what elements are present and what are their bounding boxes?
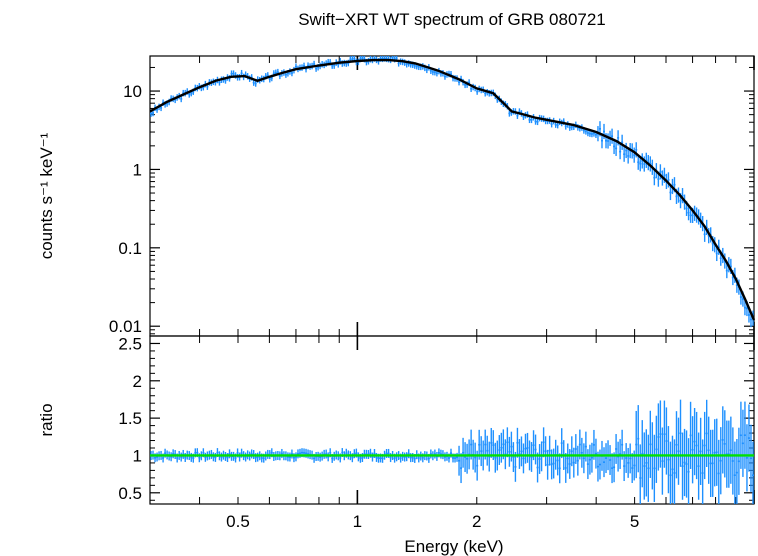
ratio-y-tick-label: 2.5 (118, 334, 142, 353)
ratio-y-tick-label: 1 (133, 446, 142, 465)
spectrum-y-tick-label: 10 (123, 82, 142, 101)
x-ticks: 0.5 1 2 5 (149, 56, 755, 531)
x-tick-label: 1 (353, 512, 362, 531)
spectrum-y-tick-label: 1 (133, 160, 142, 179)
chart-title: Swift−XRT WT spectrum of GRB 080721 (298, 10, 606, 29)
ratio-y-ticks: 0.5 1 1.5 2 2.5 (118, 334, 754, 503)
x-tick-label: 2 (472, 512, 481, 531)
x-tick-label: 0.5 (226, 512, 250, 531)
spectrum-y-tick-label: 0.01 (109, 317, 142, 336)
x-tick-label: 5 (630, 512, 639, 531)
spectrum-series-group (149, 56, 756, 328)
ratio-y-tick-label: 1.5 (118, 409, 142, 428)
spectrum-y-ticks: 0.01 0.1 1 10 (109, 66, 754, 336)
ratio-y-tick-label: 2 (133, 372, 142, 391)
ratio-panel-frame (149, 335, 755, 505)
ratio-series-group (150, 399, 754, 504)
x-axis-label: Energy (keV) (404, 537, 503, 556)
ratio-y-tick-label: 0.5 (118, 484, 142, 503)
spectrum-panel-frame (149, 55, 755, 337)
spectrum-model-line (149, 58, 756, 321)
ratio-y-axis-label: ratio (37, 403, 56, 436)
spectrum-y-axis-label: counts s⁻¹ keV⁻¹ (37, 132, 56, 259)
spectrum-y-tick-label: 0.1 (118, 239, 142, 258)
